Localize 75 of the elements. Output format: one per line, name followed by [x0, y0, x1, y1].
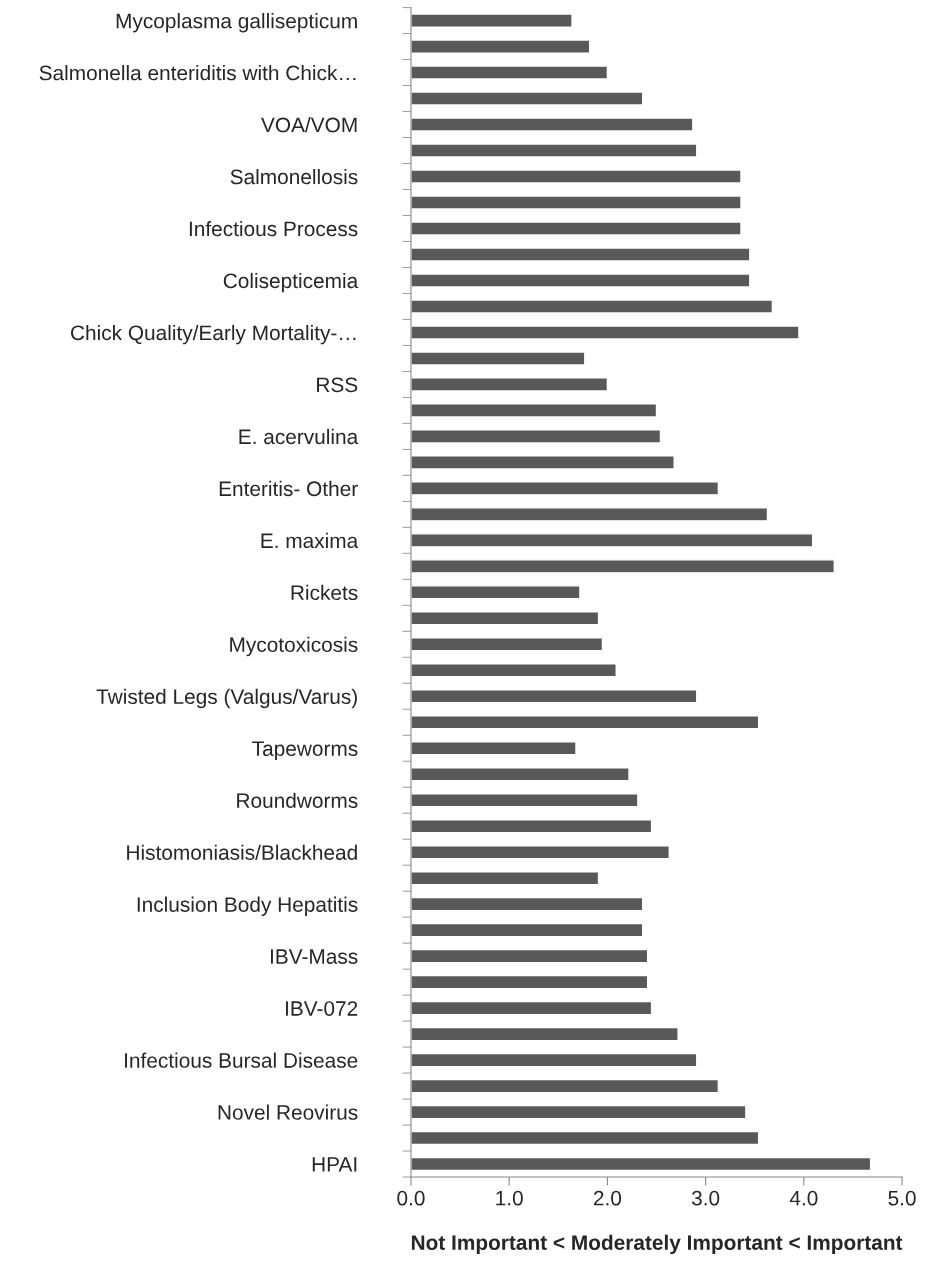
y-tick-label: Mycotoxicosis	[230, 636, 358, 657]
bar	[410, 1156, 872, 1172]
bar	[410, 1130, 760, 1146]
bar	[410, 1078, 720, 1094]
bar	[410, 974, 649, 990]
bar	[410, 169, 742, 184]
bar	[410, 559, 835, 574]
bar	[410, 793, 639, 808]
y-tick-label: E. maxima	[261, 532, 359, 549]
x-tick-label: 4.0	[789, 1190, 818, 1206]
y-tick-label: Histomoniasis/Blackhead	[127, 844, 357, 860]
y-tick-label: Novel Reovirus	[218, 1104, 358, 1120]
bar	[410, 455, 675, 470]
y-tick-label: RSS	[317, 377, 358, 393]
x-tick-label: 3.0	[691, 1190, 720, 1206]
bar	[410, 1026, 679, 1042]
bar	[410, 1000, 653, 1016]
bar	[410, 1104, 747, 1120]
bar	[410, 221, 742, 236]
y-tick-label: Rickets	[291, 584, 358, 601]
bar	[410, 870, 600, 886]
bar	[410, 845, 670, 860]
x-tick-label: 5.0	[888, 1190, 916, 1206]
y-tick-label: Roundworms	[237, 792, 358, 808]
bar	[410, 247, 751, 262]
bar	[410, 819, 653, 834]
bar	[410, 896, 644, 912]
y-tick-label: Infectious Process	[189, 220, 358, 237]
bar	[410, 741, 577, 756]
bar	[410, 117, 694, 132]
y-tick-label: IBV-Mass	[270, 949, 358, 964]
y-tick-label: Chick Quality/Early Mortality-…	[71, 324, 356, 345]
y-tick-label: HPAI	[312, 1157, 357, 1172]
bar	[410, 585, 581, 600]
y-tick-label: Colisepticemia	[223, 272, 359, 293]
bar	[410, 637, 604, 652]
y-tick-label: Inclusion Body Hepatitis	[137, 896, 358, 917]
bar	[410, 663, 617, 678]
y-tick-label: E. acervulina	[239, 428, 359, 445]
y-tick-label: Salmonellosis	[230, 168, 358, 185]
bar	[410, 948, 649, 964]
y-tick-label: Enteritis- Other	[219, 480, 358, 497]
bar	[410, 611, 600, 626]
y-tick-label: Infectious Bursal Disease	[125, 1052, 358, 1068]
bar	[410, 1052, 698, 1068]
y-tick-label: Mycoplasma gallisepticum	[116, 13, 357, 33]
x-tick-label: 2.0	[593, 1190, 622, 1206]
bar	[410, 481, 720, 496]
bar	[410, 143, 698, 158]
bar	[410, 403, 658, 418]
bar	[410, 325, 800, 340]
bar	[410, 91, 644, 106]
bar	[410, 767, 630, 782]
bar	[410, 13, 573, 28]
bar	[410, 377, 609, 392]
bar	[410, 299, 774, 314]
bar	[410, 273, 751, 288]
y-tick-label: Salmonella enteriditis with Chick…	[39, 65, 356, 81]
bar	[410, 922, 644, 938]
bar	[410, 65, 609, 80]
bar	[410, 429, 662, 444]
x-tick-label: 0.0	[397, 1190, 425, 1206]
bar	[410, 351, 586, 366]
y-tick-label: Tapeworms	[252, 741, 358, 761]
bar	[410, 39, 591, 54]
bar	[410, 689, 698, 704]
bar	[410, 533, 814, 548]
bar	[410, 715, 760, 730]
y-tick-label: IBV-072	[285, 1001, 358, 1016]
x-tick-label: 1.0	[496, 1190, 523, 1206]
x-axis-title: Not Important < Moderately Important < Important	[411, 1234, 903, 1255]
y-tick-label: VOA/VOM	[261, 117, 357, 133]
bar	[410, 507, 769, 522]
bar	[410, 195, 742, 210]
y-tick-label: Twisted Legs (Valgus/Varus)	[96, 688, 357, 709]
